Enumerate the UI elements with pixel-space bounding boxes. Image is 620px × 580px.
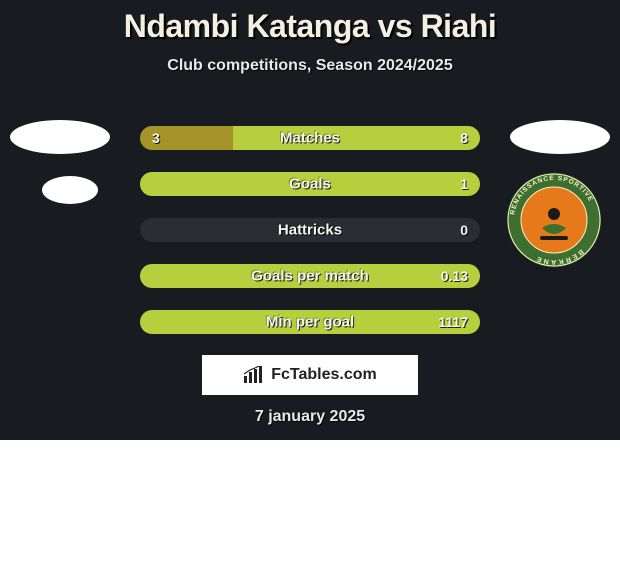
page-subtitle: Club competitions, Season 2024/2025 [0,57,620,75]
player-left-flag-ellipse [10,120,110,154]
brand-footer[interactable]: FcTables.com [202,355,418,395]
club-badge-right: RENAISSANCE SPORTIVE BERKANE [506,172,602,268]
stat-value-right: 1 [460,176,468,192]
club-badge-icon: RENAISSANCE SPORTIVE BERKANE [506,172,602,268]
stat-value-right: 8 [460,130,468,146]
stat-row: Goals per match0.13 [140,264,480,288]
stat-value-right: 0 [460,222,468,238]
stat-row: Hattricks0 [140,218,480,242]
comparison-panel: Ndambi Katanga vs Riahi Club competition… [0,0,620,440]
stat-row: Goals1 [140,172,480,196]
player-left-flag-ellipse-secondary [42,176,98,204]
stat-label: Goals [140,176,480,193]
stat-value-right: 1117 [438,314,468,330]
date-line: 7 january 2025 [0,408,620,426]
brand-text: FcTables.com [271,366,377,384]
stat-label: Hattricks [140,222,480,239]
page-title: Ndambi Katanga vs Riahi [0,0,620,45]
stat-row: Matches3 8 [140,126,480,150]
player-right-flag-ellipse [510,120,610,154]
bar-chart-icon [243,366,265,384]
stat-row: Min per goal1117 [140,310,480,334]
stat-value-right: 0.13 [441,268,468,284]
stat-value-left: 3 [152,130,160,146]
stats-area: Matches3 8 Goals1 Hattricks0 Goals per match… [140,126,480,356]
stat-label: Goals per match [140,268,480,285]
stat-label: Matches [140,130,480,147]
stat-label: Min per goal [140,314,480,331]
